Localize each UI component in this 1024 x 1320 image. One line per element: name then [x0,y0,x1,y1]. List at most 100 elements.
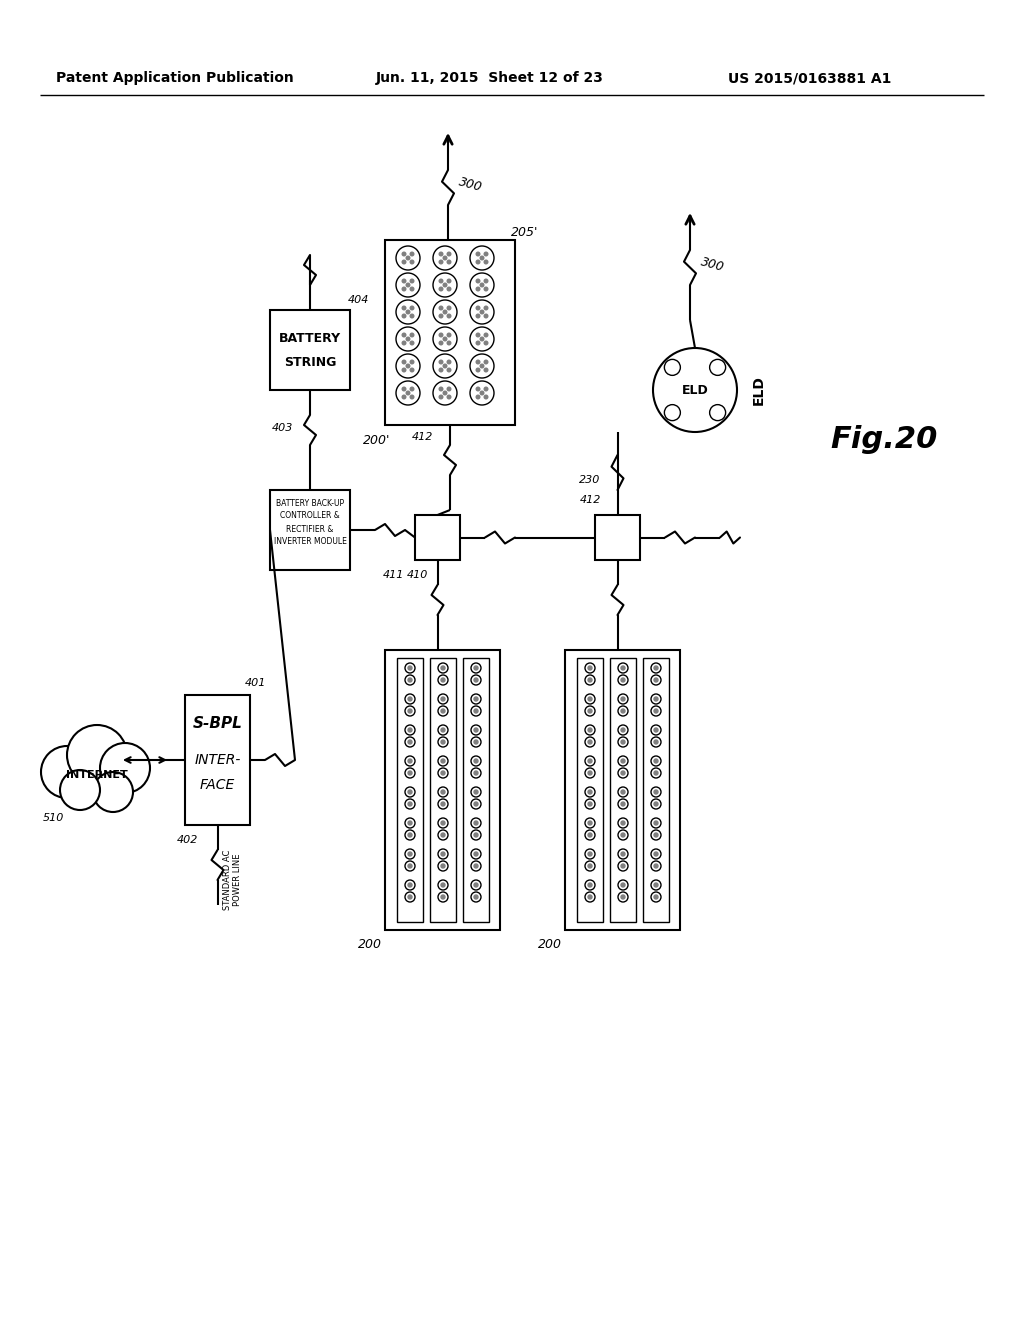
Circle shape [474,821,478,825]
Circle shape [651,706,662,715]
Text: 300: 300 [457,176,483,194]
Circle shape [474,771,478,775]
Circle shape [474,865,478,869]
Circle shape [60,770,100,810]
Circle shape [408,741,412,744]
Circle shape [618,861,628,871]
Circle shape [407,364,410,368]
Circle shape [588,865,592,869]
Circle shape [618,849,628,859]
Circle shape [621,771,625,775]
Circle shape [406,880,415,890]
Bar [595,515,640,560]
Circle shape [407,256,410,260]
Circle shape [93,772,133,812]
Circle shape [470,354,494,378]
Circle shape [471,818,481,828]
Circle shape [406,768,415,777]
Circle shape [439,288,442,290]
Circle shape [411,341,414,345]
Circle shape [402,314,406,318]
Circle shape [408,709,412,713]
Circle shape [471,694,481,704]
Circle shape [433,327,457,351]
Circle shape [621,803,625,807]
Circle shape [474,678,478,682]
Circle shape [588,821,592,825]
Bar [463,657,489,921]
Circle shape [438,818,449,828]
Circle shape [651,675,662,685]
Text: CONTROLLER &: CONTROLLER & [281,511,340,520]
Text: 401: 401 [245,678,265,688]
Circle shape [408,667,412,671]
Text: 200': 200' [364,433,391,446]
Circle shape [411,387,414,391]
Text: Patent Application Publication: Patent Application Publication [56,71,294,84]
Circle shape [476,395,480,399]
Circle shape [441,803,445,807]
Text: 300: 300 [698,256,725,275]
Circle shape [665,359,680,375]
Circle shape [621,667,625,671]
Circle shape [402,341,406,345]
Circle shape [474,697,478,701]
Circle shape [438,861,449,871]
Circle shape [67,725,127,785]
Circle shape [470,381,494,405]
Bar [643,657,669,921]
Circle shape [484,387,487,391]
Circle shape [439,333,442,337]
Circle shape [585,849,595,859]
Circle shape [406,694,415,704]
Circle shape [443,391,446,395]
Circle shape [406,706,415,715]
Circle shape [654,771,658,775]
Circle shape [480,310,483,314]
Circle shape [443,256,446,260]
Circle shape [411,260,414,264]
Circle shape [407,337,410,341]
Circle shape [480,391,483,395]
Circle shape [443,364,446,368]
Circle shape [484,252,487,256]
Circle shape [447,288,451,290]
Circle shape [447,260,451,264]
Circle shape [651,725,662,735]
Circle shape [443,310,446,314]
Bar [565,649,680,931]
Circle shape [618,675,628,685]
Circle shape [406,725,415,735]
Bar [270,310,350,389]
Circle shape [471,849,481,859]
Circle shape [441,883,445,887]
Bar [610,657,636,921]
Circle shape [408,697,412,701]
Circle shape [588,895,592,899]
Circle shape [470,246,494,271]
Circle shape [474,895,478,899]
Circle shape [447,333,451,337]
Circle shape [471,663,481,673]
Text: S-BPL: S-BPL [193,715,243,730]
Circle shape [470,327,494,351]
Circle shape [654,883,658,887]
Circle shape [447,280,451,282]
Circle shape [439,306,442,310]
Circle shape [441,759,445,763]
Circle shape [484,360,487,364]
Circle shape [585,861,595,871]
Circle shape [710,359,726,375]
Circle shape [476,252,480,256]
Circle shape [411,252,414,256]
Text: POWER LINE: POWER LINE [233,854,242,907]
Circle shape [474,883,478,887]
Circle shape [408,821,412,825]
Circle shape [402,306,406,310]
Circle shape [621,833,625,837]
Circle shape [447,314,451,318]
Circle shape [621,741,625,744]
Circle shape [438,849,449,859]
Circle shape [654,895,658,899]
Circle shape [651,768,662,777]
